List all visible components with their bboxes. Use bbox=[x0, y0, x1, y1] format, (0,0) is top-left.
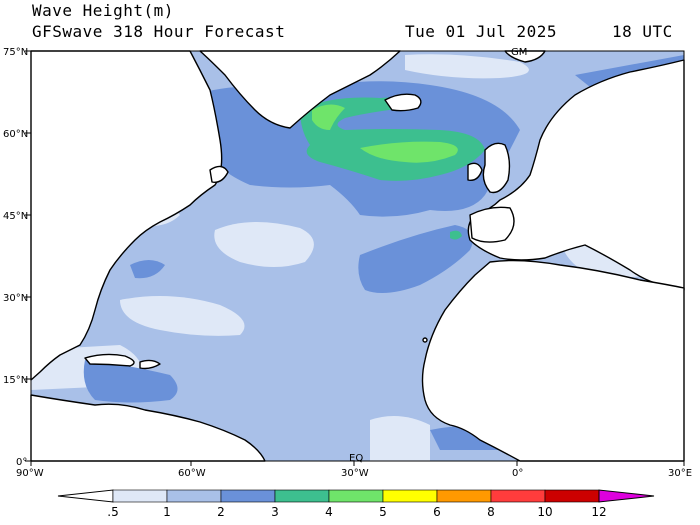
map-border bbox=[30, 50, 685, 462]
colorbar-tick-label: 3 bbox=[271, 505, 279, 519]
wave-band-4-5 bbox=[312, 104, 458, 163]
cuba-land bbox=[84, 353, 135, 367]
lon-label-30e: 30°E bbox=[668, 468, 692, 479]
forecast-date: Tue 01 Jul 2025 bbox=[405, 22, 557, 41]
longitude-axis: 90°W 60°W 30°W 0° 30°E bbox=[16, 461, 692, 479]
lat-label-75n: 75°N bbox=[3, 47, 28, 58]
greenwich-marker: GM bbox=[511, 47, 527, 58]
colorbar-arrow-high bbox=[598, 489, 655, 503]
colorbar-segment bbox=[274, 489, 330, 503]
lon-label-60w: 60°W bbox=[178, 468, 206, 479]
colorbar-tick-label: 12 bbox=[591, 505, 606, 519]
svalbard-land bbox=[504, 50, 546, 63]
colorbar-tick-label: 5 bbox=[379, 505, 387, 519]
colorbar-segment bbox=[166, 489, 222, 503]
hispaniola-land bbox=[139, 359, 161, 370]
forecast-time: 18 UTC bbox=[612, 22, 673, 41]
lat-label-0: 0° bbox=[16, 457, 27, 468]
colorbar: .5 1 2 3 4 5 6 8 10 12 bbox=[57, 489, 655, 519]
colorbar-tick-label: 10 bbox=[537, 505, 552, 519]
map-title: Wave Height(m) bbox=[32, 1, 174, 20]
colorbar-tick-label: 6 bbox=[433, 505, 441, 519]
greenland-land bbox=[199, 50, 401, 129]
iceland-land bbox=[384, 93, 422, 112]
colorbar-segment bbox=[544, 489, 600, 503]
colorbar-segment bbox=[490, 489, 546, 503]
south-america-land bbox=[30, 394, 266, 462]
equator-marker: EQ bbox=[349, 453, 363, 464]
colorbar-tick-label: .5 bbox=[107, 505, 118, 519]
newfoundland-land bbox=[209, 165, 229, 183]
lat-label-15n: 15°N bbox=[3, 375, 28, 386]
colorbar-tick-label: 8 bbox=[487, 505, 495, 519]
colorbar-tick-label: 2 bbox=[217, 505, 225, 519]
lon-label-0: 0° bbox=[512, 468, 523, 479]
colorbar-arrow-low bbox=[57, 489, 114, 503]
cape-verde-land bbox=[422, 337, 428, 343]
north-america-land bbox=[30, 50, 223, 381]
colorbar-tick-label: 4 bbox=[325, 505, 333, 519]
lat-label-30n: 30°N bbox=[3, 293, 28, 304]
lat-label-60n: 60°N bbox=[3, 129, 28, 140]
colorbar-segment bbox=[328, 489, 384, 503]
british-isles-land bbox=[482, 142, 511, 194]
colorbar-segment bbox=[220, 489, 276, 503]
colorbar-tick-label: 1 bbox=[163, 505, 171, 519]
lat-label-45n: 45°N bbox=[3, 211, 28, 222]
lon-label-30w: 30°W bbox=[341, 468, 369, 479]
colorbar-segment bbox=[112, 489, 168, 503]
iberia-land bbox=[469, 206, 515, 243]
lon-label-90w: 90°W bbox=[16, 468, 44, 479]
europe-land bbox=[467, 59, 685, 291]
africa-land bbox=[421, 259, 685, 462]
colorbar-segment bbox=[382, 489, 438, 503]
land-masses bbox=[30, 50, 685, 462]
forecast-subtitle: GFSwave 318 Hour Forecast bbox=[32, 22, 286, 41]
latitude-axis: 75°N 60°N 45°N 30°N 15°N 0° bbox=[3, 47, 31, 468]
ireland-land bbox=[467, 162, 483, 181]
colorbar-segment bbox=[436, 489, 492, 503]
